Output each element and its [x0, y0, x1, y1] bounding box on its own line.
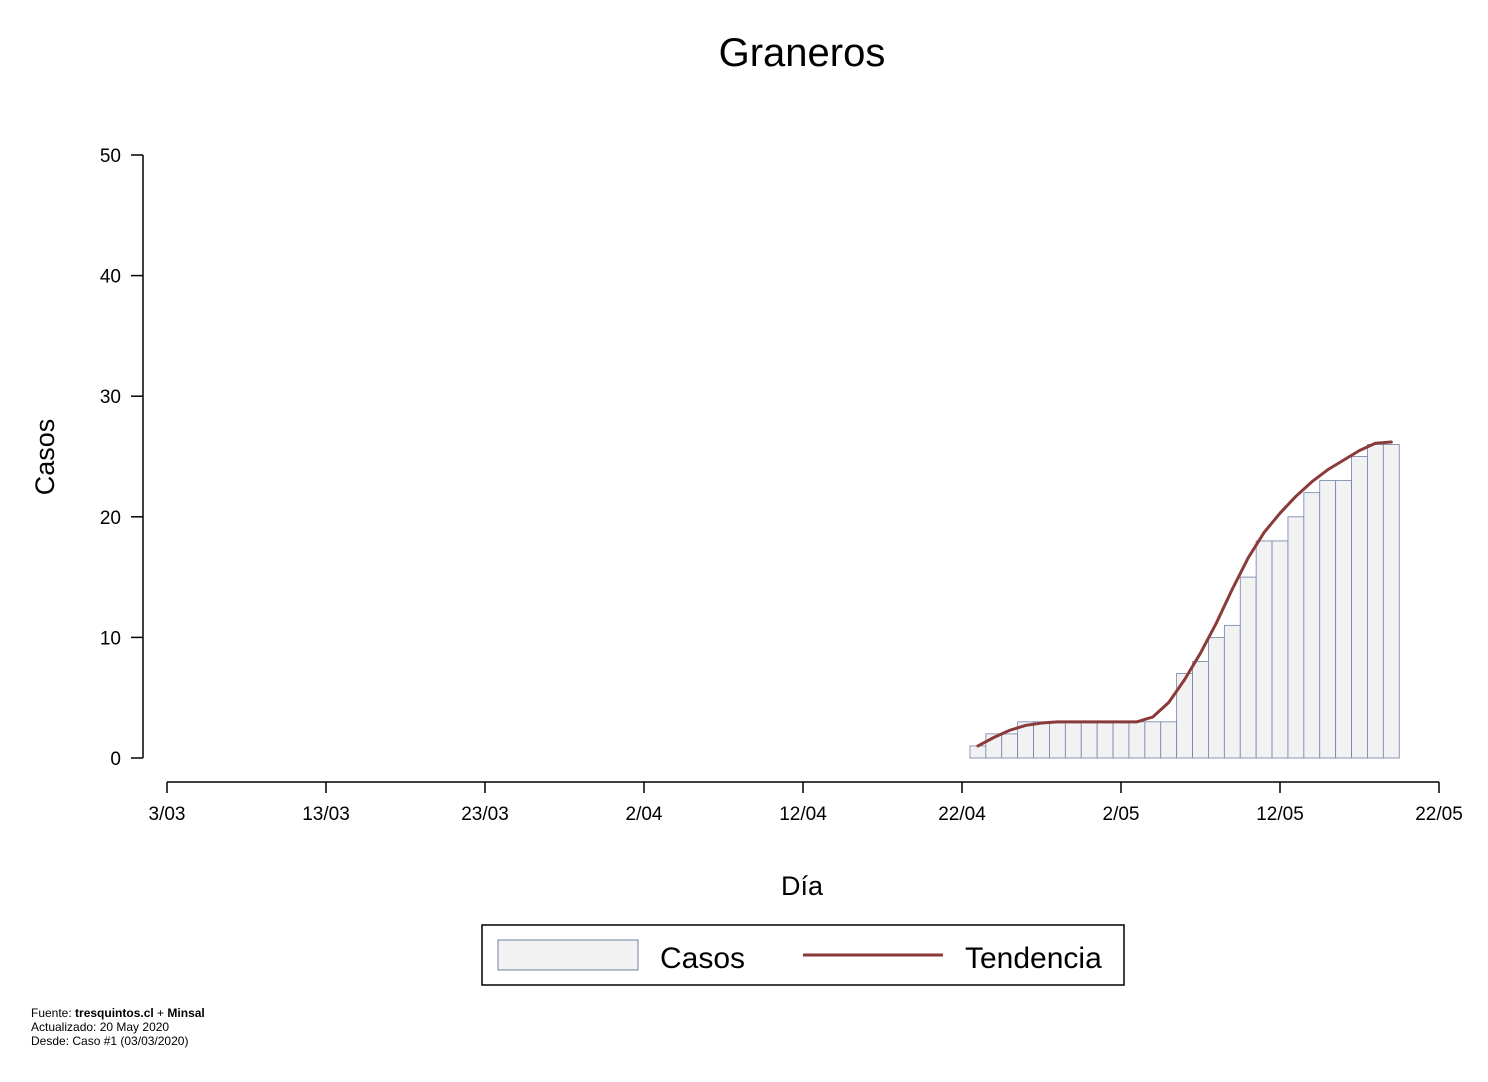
x-tick-label-3/03: 3/03 [149, 804, 186, 825]
x-tick-label-12/04: 12/04 [779, 804, 827, 825]
bar-2020-05-19 [1382, 444, 1400, 759]
y-tick-label-30: 30 [100, 387, 121, 408]
bar-2020-04-29 [1064, 721, 1082, 759]
bar-2020-05-04 [1144, 721, 1162, 759]
x-tick-label-22/05: 22/05 [1415, 804, 1463, 825]
bar-2020-05-11 [1255, 540, 1273, 759]
bars-layer [969, 444, 1400, 759]
y-axis-title: Casos [30, 419, 60, 496]
y-tick-label-20: 20 [100, 508, 121, 529]
bar-2020-05-07 [1192, 661, 1209, 759]
y-tick-label-0: 0 [110, 749, 121, 770]
x-tick-label-23/03: 23/03 [461, 804, 509, 825]
bar-2020-05-02 [1112, 721, 1130, 759]
bar-2020-05-10 [1239, 576, 1257, 759]
footer-source-prefix: Fuente: [31, 1006, 76, 1020]
bar-2020-05-05 [1160, 721, 1178, 759]
trend-line [976, 440, 1393, 748]
bar-2020-04-28 [1049, 721, 1066, 759]
bar-2020-05-15 [1319, 480, 1337, 759]
bar-2020-05-13 [1287, 516, 1305, 759]
x-axis: 3/03 13/03 23/03 2/04 12/04 22/04 2/05 12/05 22/… [149, 781, 1463, 825]
legend-swatch-casos [497, 939, 639, 971]
footer: Fuente: tresquintos.cl + Minsal Actualiz… [31, 1006, 205, 1048]
bar-2020-04-23 [969, 745, 987, 759]
legend: Casos Tendencia [481, 924, 1125, 986]
legend-label-tendencia: Tendencia [965, 942, 1102, 975]
x-tick-label-2/04: 2/04 [626, 804, 663, 825]
x-axis-title: Día [781, 871, 824, 901]
bar-2020-05-16 [1335, 480, 1352, 759]
x-tick-label-22/04: 22/04 [938, 804, 986, 825]
bar-2020-05-01 [1096, 721, 1114, 759]
footer-since: Desde: Caso #1 (03/03/2020) [31, 1034, 189, 1048]
x-tick-label-12/05: 12/05 [1256, 804, 1304, 825]
trend-layer [976, 440, 1393, 748]
footer-updated: Actualizado: 20 May 2020 [31, 1020, 170, 1034]
y-tick-label-10: 10 [100, 628, 121, 649]
x-tick-label-2/05: 2/05 [1103, 804, 1140, 825]
bar-2020-04-30 [1080, 721, 1098, 759]
y-tick-label-40: 40 [100, 267, 121, 288]
footer-source-2: Minsal [167, 1006, 205, 1020]
y-tick-label-50: 50 [100, 146, 121, 167]
bar-2020-04-25 [1001, 733, 1019, 759]
footer-source-sep: + [153, 1006, 168, 1020]
bar-2020-05-18 [1367, 444, 1384, 759]
bar-2020-05-08 [1208, 637, 1225, 759]
y-axis: 0 10 20 30 40 50 [100, 146, 144, 770]
x-tick-label-13/03: 13/03 [302, 804, 350, 825]
bar-2020-05-17 [1351, 456, 1368, 759]
legend-label-casos: Casos [660, 942, 745, 975]
bar-2020-05-14 [1303, 492, 1321, 759]
bar-2020-05-12 [1271, 540, 1289, 759]
footer-source-1: tresquintos.cl [75, 1006, 154, 1020]
bar-2020-04-27 [1033, 721, 1050, 759]
bar-2020-05-03 [1128, 721, 1146, 759]
chart-title: Graneros [719, 31, 886, 75]
footer-source: Fuente: tresquintos.cl + Minsal [31, 1006, 205, 1020]
bar-2020-05-09 [1223, 624, 1241, 759]
